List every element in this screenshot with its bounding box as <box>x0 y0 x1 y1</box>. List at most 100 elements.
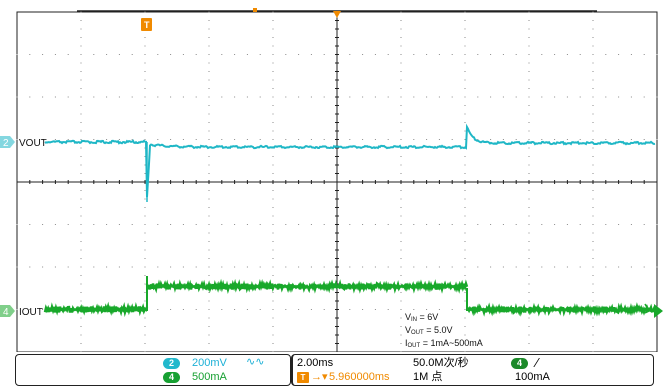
grid-dot <box>400 130 402 132</box>
grid-dot <box>400 317 402 319</box>
grid-dot <box>208 96 210 98</box>
grid-dot <box>438 224 440 225</box>
grid-dot <box>182 266 184 268</box>
trigger-slope-icon: ⁄ <box>536 355 539 370</box>
grid-dot <box>592 79 594 81</box>
grid-dot <box>157 96 159 98</box>
grid-dot <box>259 139 261 140</box>
grid-dot <box>298 309 300 310</box>
channel-marker-vout: 2 VOUT <box>0 136 47 149</box>
grid-dot <box>144 326 146 327</box>
grid-dot <box>528 20 530 21</box>
ch2-scale: 200mV <box>192 357 227 369</box>
grid-dot <box>144 147 146 149</box>
grid-dot <box>310 224 312 225</box>
grid-dot <box>464 300 466 302</box>
grid-dot <box>528 28 530 30</box>
grid-dot <box>221 54 223 55</box>
grid-dot <box>272 190 274 191</box>
grid-dot <box>477 54 479 55</box>
grid-dot <box>400 241 402 242</box>
grid-dot <box>566 139 568 140</box>
grid-dot <box>272 20 274 21</box>
grid-dot <box>310 309 312 310</box>
grid-dot <box>208 156 210 157</box>
grid-dot <box>554 266 556 268</box>
trigger-level-arrow <box>644 303 651 314</box>
grid-dot <box>464 88 466 89</box>
grid-dot <box>80 283 82 285</box>
grid-dot <box>54 139 56 140</box>
grid-dot <box>42 96 44 98</box>
grid-dot <box>144 173 146 174</box>
grid-dot <box>195 224 197 225</box>
grid-dot <box>208 300 210 302</box>
grid-dot <box>259 96 261 98</box>
grid-dot <box>16 139 18 140</box>
grid-dot <box>464 122 466 123</box>
grid-dot <box>272 130 274 132</box>
grid-dot <box>528 122 530 123</box>
grid-dot <box>579 54 581 55</box>
grid-dot <box>528 173 530 174</box>
vout-trace <box>44 123 656 198</box>
trigger-level-marker <box>654 304 663 318</box>
grid-dot <box>272 11 274 13</box>
grid-dot <box>208 11 210 13</box>
grid-dot <box>592 139 594 140</box>
grid-dot <box>80 45 82 47</box>
grid-dot <box>413 54 415 55</box>
grid-dot <box>413 224 415 225</box>
grid-dot <box>221 309 223 310</box>
grid-dot <box>400 232 402 234</box>
grid-dot <box>592 54 594 55</box>
grid-dot <box>182 54 184 55</box>
grid-dot <box>144 275 146 276</box>
trigger-source-badge: 4 <box>511 358 528 369</box>
grid-dot <box>515 139 517 140</box>
grid-dot <box>144 130 146 132</box>
acquisition-panel[interactable]: 2.00ms T →▾ 5.960000ms 50.0M次/秒 1M 点 4 ⁄… <box>291 354 654 386</box>
trigger-position-marker <box>141 18 152 31</box>
grid-dot <box>272 105 274 106</box>
grid-dot <box>438 54 440 55</box>
grid-dot <box>541 96 543 98</box>
grid-dot <box>208 62 210 64</box>
grid-dot <box>400 351 402 352</box>
grid-dot <box>464 309 466 310</box>
grid-dot <box>144 156 146 157</box>
grid-dot <box>144 334 146 336</box>
grid-dot <box>528 351 530 352</box>
grid-dot <box>42 266 44 268</box>
channel-settings-panel[interactable]: 2 200mV ∿∿ 4 500mA <box>15 354 291 386</box>
grid-dot <box>67 54 69 55</box>
grid-dot <box>592 215 594 217</box>
grid-dot <box>80 28 82 30</box>
grid-dot <box>592 300 594 302</box>
grid-dot <box>54 224 56 225</box>
grid-dot <box>438 96 440 98</box>
grid-dot <box>630 224 632 225</box>
grid-dot <box>464 96 466 98</box>
grid-dot <box>592 317 594 319</box>
grid-dot <box>144 105 146 106</box>
grid-dot <box>144 113 146 115</box>
grid-dot <box>106 139 108 140</box>
grid-dot <box>515 266 517 268</box>
grid-dot <box>413 309 415 310</box>
grid-dot <box>528 96 530 98</box>
grid-dot <box>80 351 82 352</box>
grid-dot <box>131 139 133 140</box>
grid-dot <box>400 207 402 208</box>
status-bar: 2 200mV ∿∿ 4 500mA 2.00ms T →▾ 5.960000m… <box>15 354 655 387</box>
grid-dot <box>579 96 581 98</box>
grid-dot <box>208 351 210 352</box>
grid-dot <box>464 275 466 276</box>
grid-dot <box>528 113 530 115</box>
grid-dot <box>400 71 402 72</box>
grid-dot <box>144 139 146 140</box>
grid-dot <box>272 79 274 81</box>
grid-dot <box>464 317 466 319</box>
grid-dot <box>477 224 479 225</box>
grid-dot <box>80 190 82 191</box>
